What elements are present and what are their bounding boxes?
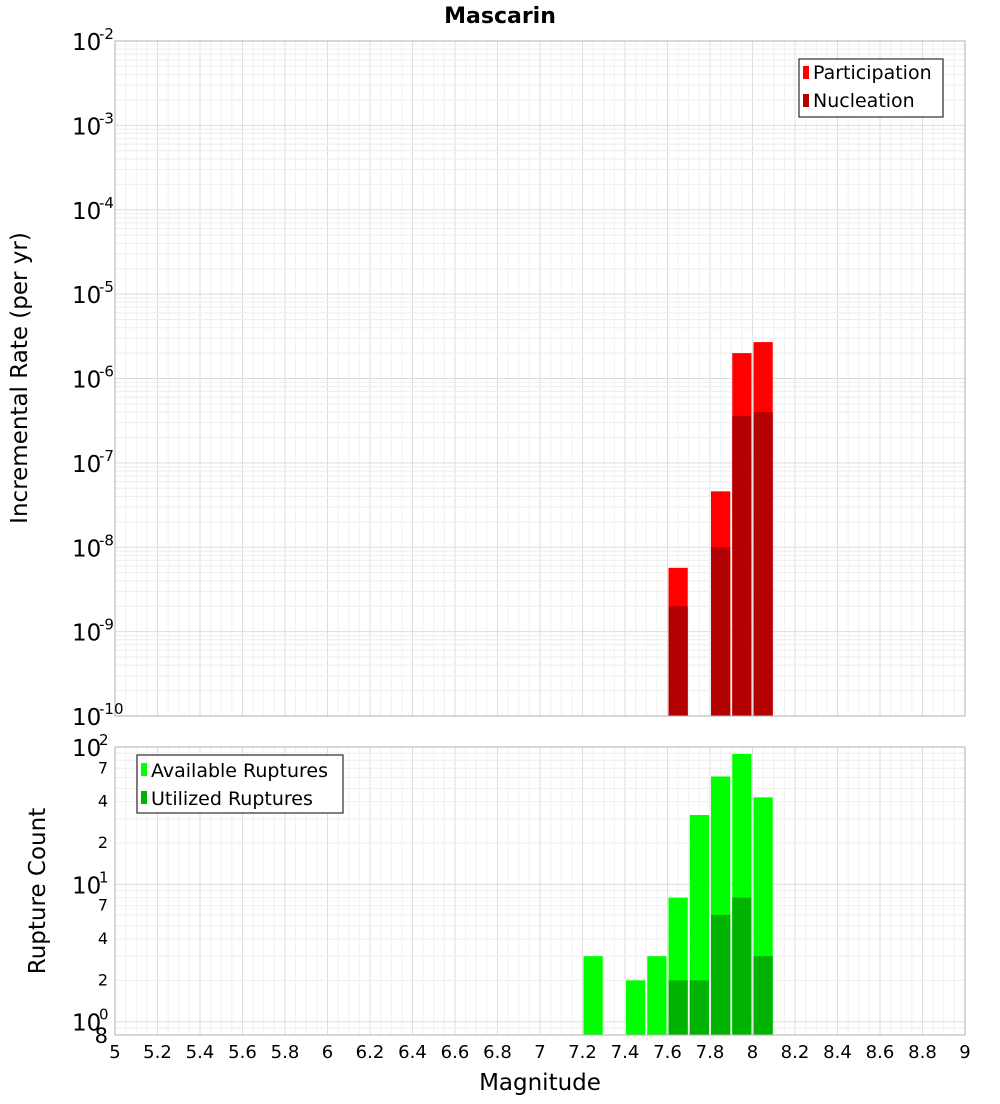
x-tick-label: 7.8 (696, 1042, 725, 1063)
bottom-y-tick-minor-label: 2 (98, 970, 108, 989)
bottom-y-tick-exponent: 0 (99, 1006, 109, 1024)
top-grid (114, 40, 966, 717)
top-y-tick-base: 10 (72, 114, 101, 140)
x-tick-label: 7 (534, 1042, 545, 1063)
bottom-legend: Available Ruptures Utilized Ruptures (136, 754, 344, 814)
x-tick-label: 6 (322, 1042, 333, 1063)
x-tick-label: 5.8 (271, 1042, 300, 1063)
top-y-tick-base: 10 (72, 283, 101, 309)
x-tick-label: 6.2 (356, 1042, 385, 1063)
bottom-y-tick-minor-label: 4 (98, 929, 108, 948)
bottom-y-tick-minor-label: 7 (98, 896, 108, 915)
x-tick-label: 8.2 (781, 1042, 810, 1063)
bottom-bar-utilized-ruptures (732, 897, 752, 1035)
legend-swatch-utilized (141, 791, 147, 804)
bottom-grid (114, 746, 966, 1036)
x-tick-label: 6.6 (441, 1042, 470, 1063)
bottom-y-tick-minor-label: 2 (98, 833, 108, 852)
bottom-y-axis-label: Rupture Count (25, 808, 51, 974)
legend-swatch-available (141, 763, 147, 776)
bottom-y-tick-base: 10 (72, 873, 101, 899)
top-bar-nucleation (732, 415, 752, 716)
top-legend-box (798, 58, 944, 118)
x-tick-label: 6.4 (398, 1042, 427, 1063)
chart-title: Mascarin (444, 4, 556, 29)
top-bars (668, 342, 773, 716)
bottom-y-tick-base: 10 (72, 736, 101, 762)
legend-swatch-nucleation (803, 94, 809, 107)
legend-label-available: Available Ruptures (151, 760, 328, 782)
x-tick-label: 7.2 (568, 1042, 597, 1063)
x-tick-label: 8 (747, 1042, 758, 1063)
top-y-tick-base: 10 (72, 536, 101, 562)
top-y-tick-exponent: -6 (99, 363, 114, 381)
top-y-tick-exponent: -4 (99, 194, 114, 212)
bottom-y-tick-minor-label: 7 (98, 758, 108, 777)
top-y-tick-exponent: -10 (99, 700, 124, 718)
legend-label-participation: Participation (813, 62, 932, 84)
legend-swatch-participation (803, 66, 809, 79)
x-tick-label: 7.4 (611, 1042, 640, 1063)
legend-label-utilized: Utilized Ruptures (151, 788, 313, 810)
bottom-bar-utilized-ruptures (668, 980, 688, 1035)
bottom-y-tick-minor-label: 4 (98, 792, 108, 811)
legend-label-nucleation: Nucleation (813, 90, 915, 112)
top-y-tick-base: 10 (72, 368, 101, 394)
bottom-y-tick-minor-label: 8 (95, 1024, 108, 1048)
top-bar-nucleation (668, 606, 688, 716)
bottom-bar-utilized-ruptures (689, 980, 709, 1035)
bottom-y-tick-exponent: 1 (99, 868, 109, 886)
bottom-bar-available-ruptures (626, 980, 646, 1035)
bottom-bars (583, 753, 773, 1035)
x-tick-label: 5 (109, 1042, 120, 1063)
bottom-bar-utilized-ruptures (753, 956, 773, 1035)
x-axis-label: Magnitude (479, 1070, 601, 1096)
top-y-tick-exponent: -9 (99, 616, 114, 634)
top-bar-nucleation (711, 547, 731, 716)
bottom-bar-available-ruptures (689, 814, 709, 1035)
top-y-tick-base: 10 (72, 452, 101, 478)
x-tick-label: 6.8 (483, 1042, 512, 1063)
bottom-y-tick-exponent: 2 (99, 731, 109, 749)
top-y-tick-base: 10 (72, 621, 101, 647)
bottom-bar-available-ruptures (583, 956, 603, 1035)
top-y-axis-label: Incremental Rate (per yr) (7, 232, 33, 524)
x-tick-label: 7.6 (653, 1042, 682, 1063)
x-tick-label: 9 (959, 1042, 970, 1063)
top-y-tick-exponent: -7 (99, 447, 114, 465)
x-tick-label: 8.6 (866, 1042, 895, 1063)
top-plot-frame (114, 40, 966, 717)
top-y-tick-base: 10 (72, 199, 101, 225)
bottom-bar-utilized-ruptures (711, 914, 731, 1035)
x-tick-label: 5.4 (186, 1042, 215, 1063)
x-tick-label: 8.8 (908, 1042, 937, 1063)
bottom-legend-box (136, 754, 344, 814)
top-bar-nucleation (753, 412, 773, 716)
top-y-tick-exponent: -5 (99, 278, 114, 296)
top-y-tick-exponent: -3 (99, 109, 114, 127)
top-y-tick-exponent: -8 (99, 531, 114, 549)
top-y-tick-exponent: -2 (99, 25, 114, 43)
x-tick-label: 5.2 (143, 1042, 172, 1063)
bottom-bar-available-ruptures (647, 956, 667, 1035)
top-y-tick-base: 10 (72, 30, 101, 56)
x-ticks: 5 5.2 5.4 5.6 5.8 6 6.2 6.4 6.6 6.8 7 7.2 7.4 7.6 7.8 8… (109, 1042, 970, 1063)
x-tick-label: 5.6 (228, 1042, 257, 1063)
bottom-plot-frame (114, 746, 966, 1036)
bottom-y-tick-base: 10 (72, 1011, 101, 1037)
x-tick-label: 8.4 (823, 1042, 852, 1063)
top-legend: Participation Nucleation (798, 58, 944, 118)
top-y-tick-base: 10 (72, 705, 101, 731)
